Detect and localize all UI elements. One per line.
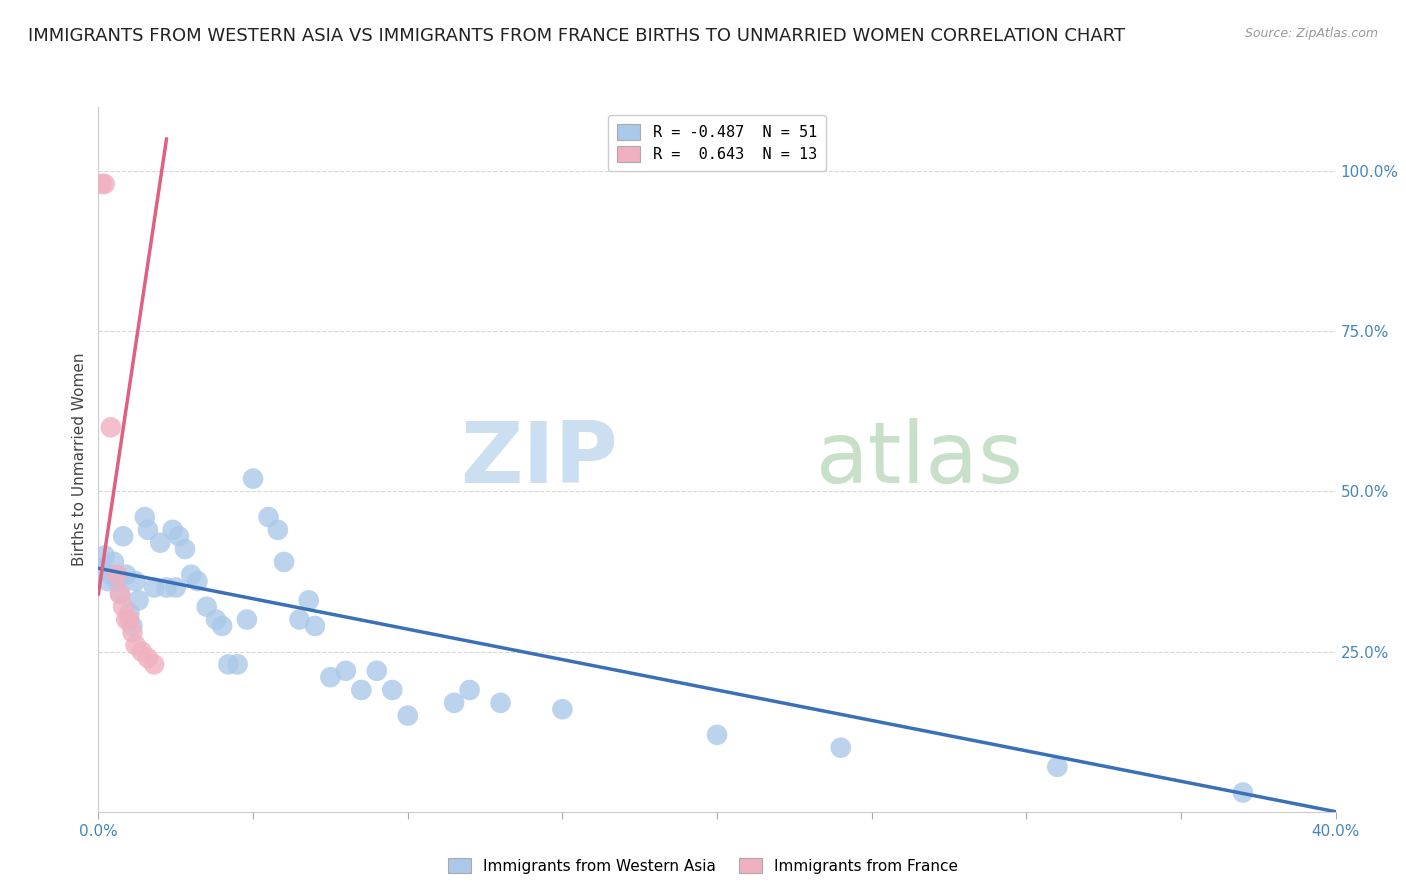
Point bbox=[115, 567, 138, 582]
Point bbox=[108, 587, 131, 601]
Point bbox=[128, 593, 150, 607]
Point bbox=[136, 651, 159, 665]
Point bbox=[103, 555, 125, 569]
Point bbox=[217, 657, 239, 672]
Legend: R = -0.487  N = 51, R =  0.643  N = 13: R = -0.487 N = 51, R = 0.643 N = 13 bbox=[609, 115, 825, 171]
Legend: Immigrants from Western Asia, Immigrants from France: Immigrants from Western Asia, Immigrants… bbox=[441, 852, 965, 880]
Point bbox=[1046, 760, 1069, 774]
Point bbox=[115, 613, 138, 627]
Text: IMMIGRANTS FROM WESTERN ASIA VS IMMIGRANTS FROM FRANCE BIRTHS TO UNMARRIED WOMEN: IMMIGRANTS FROM WESTERN ASIA VS IMMIGRAN… bbox=[28, 27, 1125, 45]
Point bbox=[167, 529, 190, 543]
Point bbox=[205, 613, 228, 627]
Point bbox=[105, 567, 128, 582]
Point bbox=[350, 683, 373, 698]
Point bbox=[149, 535, 172, 549]
Point bbox=[236, 613, 259, 627]
Point bbox=[136, 523, 159, 537]
Point bbox=[143, 657, 166, 672]
Text: atlas: atlas bbox=[815, 417, 1024, 501]
Point bbox=[706, 728, 728, 742]
Point bbox=[226, 657, 249, 672]
Point bbox=[124, 574, 146, 588]
Point bbox=[211, 619, 233, 633]
Point bbox=[298, 593, 321, 607]
Point bbox=[180, 567, 202, 582]
Point bbox=[90, 177, 112, 191]
Point bbox=[124, 638, 146, 652]
Point bbox=[1232, 785, 1254, 799]
Text: Source: ZipAtlas.com: Source: ZipAtlas.com bbox=[1244, 27, 1378, 40]
Point bbox=[100, 567, 122, 582]
Point bbox=[319, 670, 342, 684]
Point bbox=[242, 472, 264, 486]
Point bbox=[112, 529, 135, 543]
Point bbox=[105, 574, 128, 588]
Point bbox=[257, 510, 280, 524]
Point bbox=[396, 708, 419, 723]
Point bbox=[443, 696, 465, 710]
Point bbox=[131, 644, 153, 658]
Point bbox=[195, 599, 218, 614]
Point bbox=[100, 420, 122, 434]
Point bbox=[489, 696, 512, 710]
Point bbox=[304, 619, 326, 633]
Point bbox=[186, 574, 208, 588]
Point bbox=[121, 625, 143, 640]
Point bbox=[90, 561, 112, 575]
Point bbox=[288, 613, 311, 627]
Point bbox=[162, 523, 184, 537]
Point bbox=[93, 549, 115, 563]
Point bbox=[366, 664, 388, 678]
Point bbox=[267, 523, 290, 537]
Y-axis label: Births to Unmarried Women: Births to Unmarried Women bbox=[72, 352, 87, 566]
Point bbox=[830, 740, 852, 755]
Point bbox=[273, 555, 295, 569]
Point bbox=[381, 683, 404, 698]
Point bbox=[134, 510, 156, 524]
Point bbox=[108, 587, 131, 601]
Point bbox=[121, 619, 143, 633]
Point bbox=[112, 599, 135, 614]
Point bbox=[93, 177, 115, 191]
Point bbox=[118, 613, 141, 627]
Point bbox=[174, 542, 197, 557]
Point bbox=[551, 702, 574, 716]
Point bbox=[458, 683, 481, 698]
Point bbox=[335, 664, 357, 678]
Text: ZIP: ZIP bbox=[460, 417, 619, 501]
Point bbox=[143, 581, 166, 595]
Point bbox=[155, 581, 177, 595]
Point bbox=[97, 574, 120, 588]
Point bbox=[118, 606, 141, 620]
Point bbox=[165, 581, 187, 595]
